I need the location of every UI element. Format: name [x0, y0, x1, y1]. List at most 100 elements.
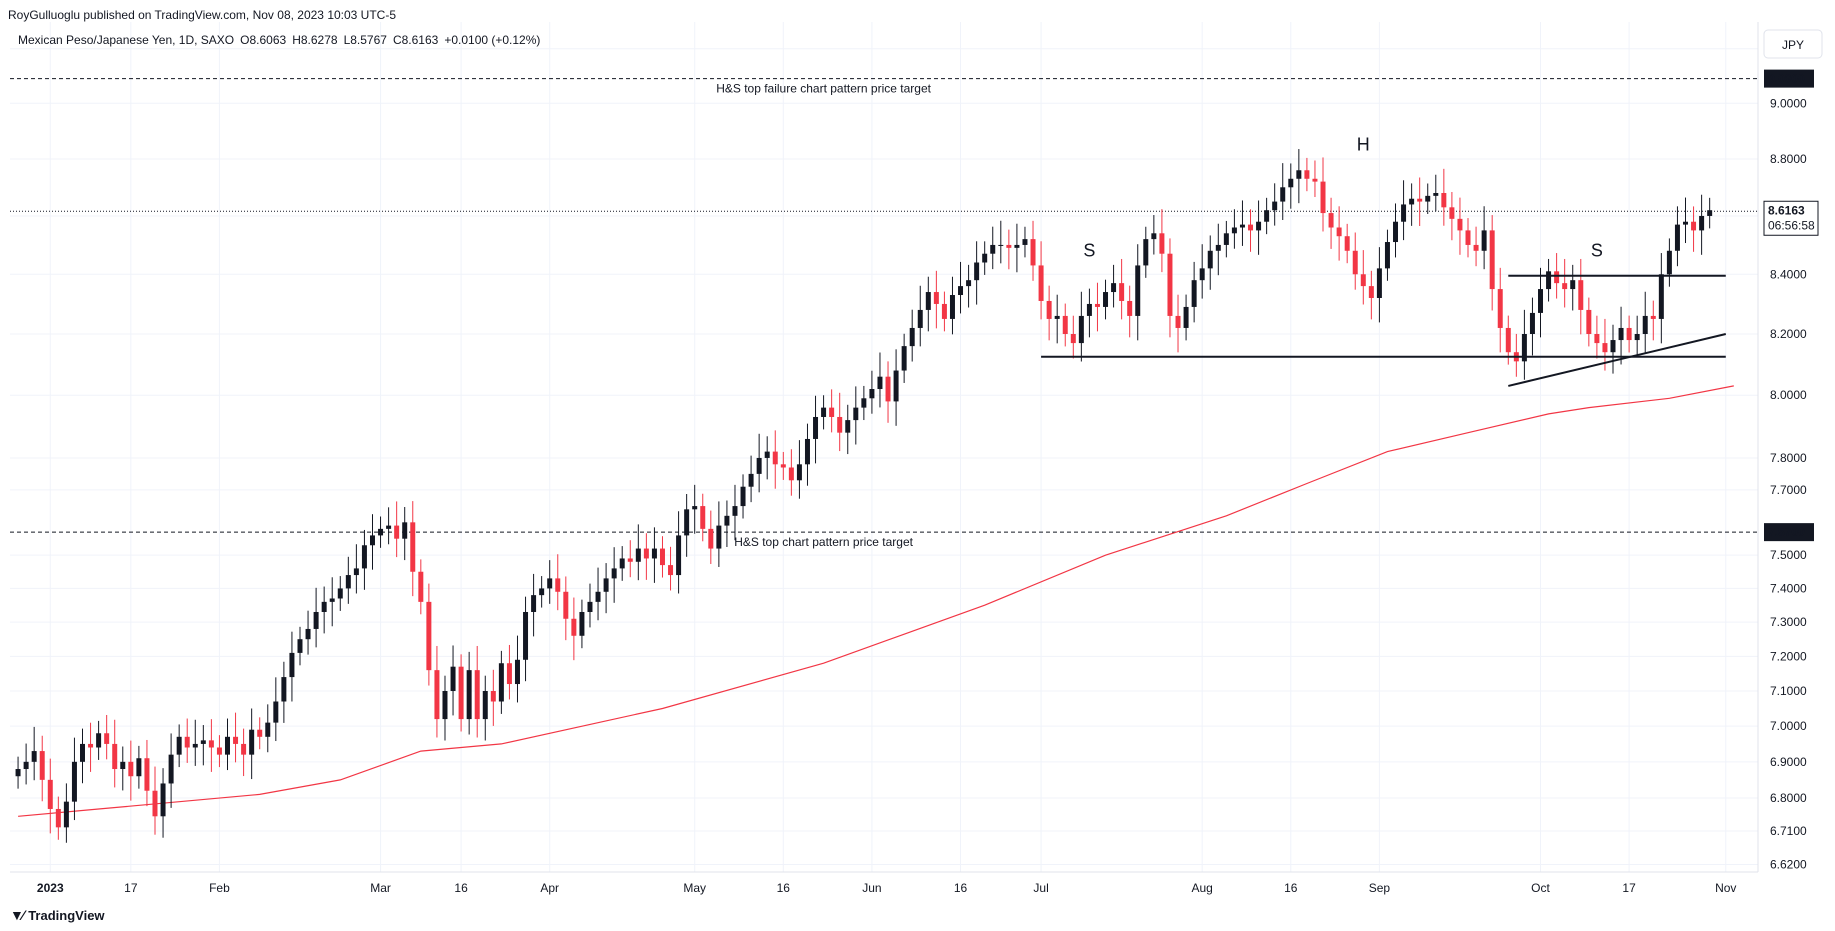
- candle-body: [249, 729, 255, 755]
- candle-body: [152, 790, 158, 817]
- candle: [668, 546, 674, 591]
- candle-body: [893, 370, 899, 402]
- candle-body: [80, 743, 85, 762]
- candle-body: [982, 253, 988, 263]
- candle: [1449, 192, 1455, 241]
- candle-body: [684, 509, 690, 536]
- candle: [853, 386, 859, 445]
- candle-body: [442, 691, 448, 720]
- candle-body: [402, 522, 408, 539]
- candle: [788, 449, 794, 496]
- candle: [410, 501, 416, 597]
- candle: [257, 717, 263, 750]
- candle-body: [1376, 268, 1382, 298]
- candle-body: [917, 309, 923, 328]
- target-annotation: H&S top chart pattern price target: [734, 535, 913, 549]
- candle-body: [394, 525, 400, 539]
- candle: [1691, 206, 1697, 252]
- candle-body: [31, 751, 37, 762]
- candle-body: [1215, 244, 1221, 251]
- time-tick-label: 16: [454, 881, 468, 895]
- candle-body: [1296, 170, 1302, 179]
- candle: [442, 675, 448, 741]
- price-tick-label: 7.3000: [1770, 615, 1807, 629]
- candle: [1320, 157, 1326, 232]
- currency-button[interactable]: JPY: [1763, 29, 1823, 59]
- candle: [982, 241, 988, 275]
- candle-body: [563, 591, 569, 619]
- candle-body: [1223, 233, 1229, 245]
- candle-body: [869, 389, 875, 399]
- candle: [1191, 261, 1197, 323]
- candle: [732, 484, 738, 541]
- candle-body: [1143, 239, 1149, 266]
- candle-body: [579, 611, 585, 636]
- candle-body: [1328, 213, 1334, 228]
- pattern-trendline: [1508, 333, 1727, 387]
- candle: [1030, 220, 1036, 281]
- candle: [1360, 250, 1366, 305]
- candle-body: [361, 545, 367, 569]
- candle-body: [426, 601, 432, 671]
- candle: [998, 220, 1004, 264]
- candle: [1336, 206, 1342, 261]
- candle: [1578, 258, 1584, 335]
- candle: [1376, 247, 1382, 323]
- candle: [402, 507, 408, 561]
- candle-body: [1578, 280, 1584, 310]
- candle-body: [1570, 280, 1576, 290]
- candle: [289, 631, 295, 702]
- candle: [990, 226, 996, 270]
- last-price-badge: [1763, 200, 1819, 236]
- candle: [555, 554, 561, 611]
- candle-body: [1352, 250, 1358, 275]
- candle: [498, 650, 504, 714]
- candle: [1658, 253, 1664, 344]
- candle-body: [120, 761, 126, 770]
- candle-body: [257, 729, 263, 737]
- tradingview-logo[interactable]: ▼⁄ TradingView: [10, 907, 105, 923]
- candle: [1248, 209, 1254, 252]
- candle-body: [1505, 327, 1511, 353]
- candle: [1473, 226, 1479, 267]
- candle-body: [1159, 233, 1165, 254]
- candle-body: [1006, 244, 1012, 248]
- candle-body: [1538, 289, 1544, 313]
- candle: [297, 626, 303, 666]
- candle: [1014, 223, 1020, 273]
- candle: [676, 511, 682, 594]
- candle: [780, 451, 786, 480]
- candle-body: [1127, 300, 1133, 316]
- candle-body: [1562, 283, 1568, 290]
- candle: [418, 559, 424, 615]
- target-price-label: 9.0900: [1768, 72, 1805, 86]
- candle: [514, 635, 520, 703]
- candle: [1344, 223, 1350, 264]
- candle: [160, 768, 166, 838]
- candle: [1521, 309, 1527, 380]
- candle: [1288, 163, 1294, 209]
- candle: [1086, 288, 1092, 338]
- candle-body: [47, 779, 53, 809]
- candle-body: [369, 535, 375, 546]
- candle: [1312, 160, 1318, 198]
- candle-body: [676, 535, 682, 576]
- candle-body: [1642, 315, 1648, 334]
- candle-body: [1062, 315, 1068, 334]
- candle-body: [974, 262, 980, 281]
- candle: [1401, 180, 1407, 241]
- candle-body: [732, 506, 738, 516]
- candle: [869, 370, 875, 414]
- candle-body: [764, 451, 770, 458]
- candle: [281, 661, 287, 723]
- candle-body: [611, 568, 617, 579]
- candle: [369, 514, 375, 570]
- candle-body: [313, 611, 319, 629]
- candle-body: [168, 754, 174, 784]
- price-tick-label: 7.4000: [1770, 581, 1807, 595]
- candle-body: [1417, 198, 1423, 202]
- candle-body: [482, 691, 488, 720]
- candle-body: [71, 761, 77, 802]
- candle-body: [458, 666, 464, 720]
